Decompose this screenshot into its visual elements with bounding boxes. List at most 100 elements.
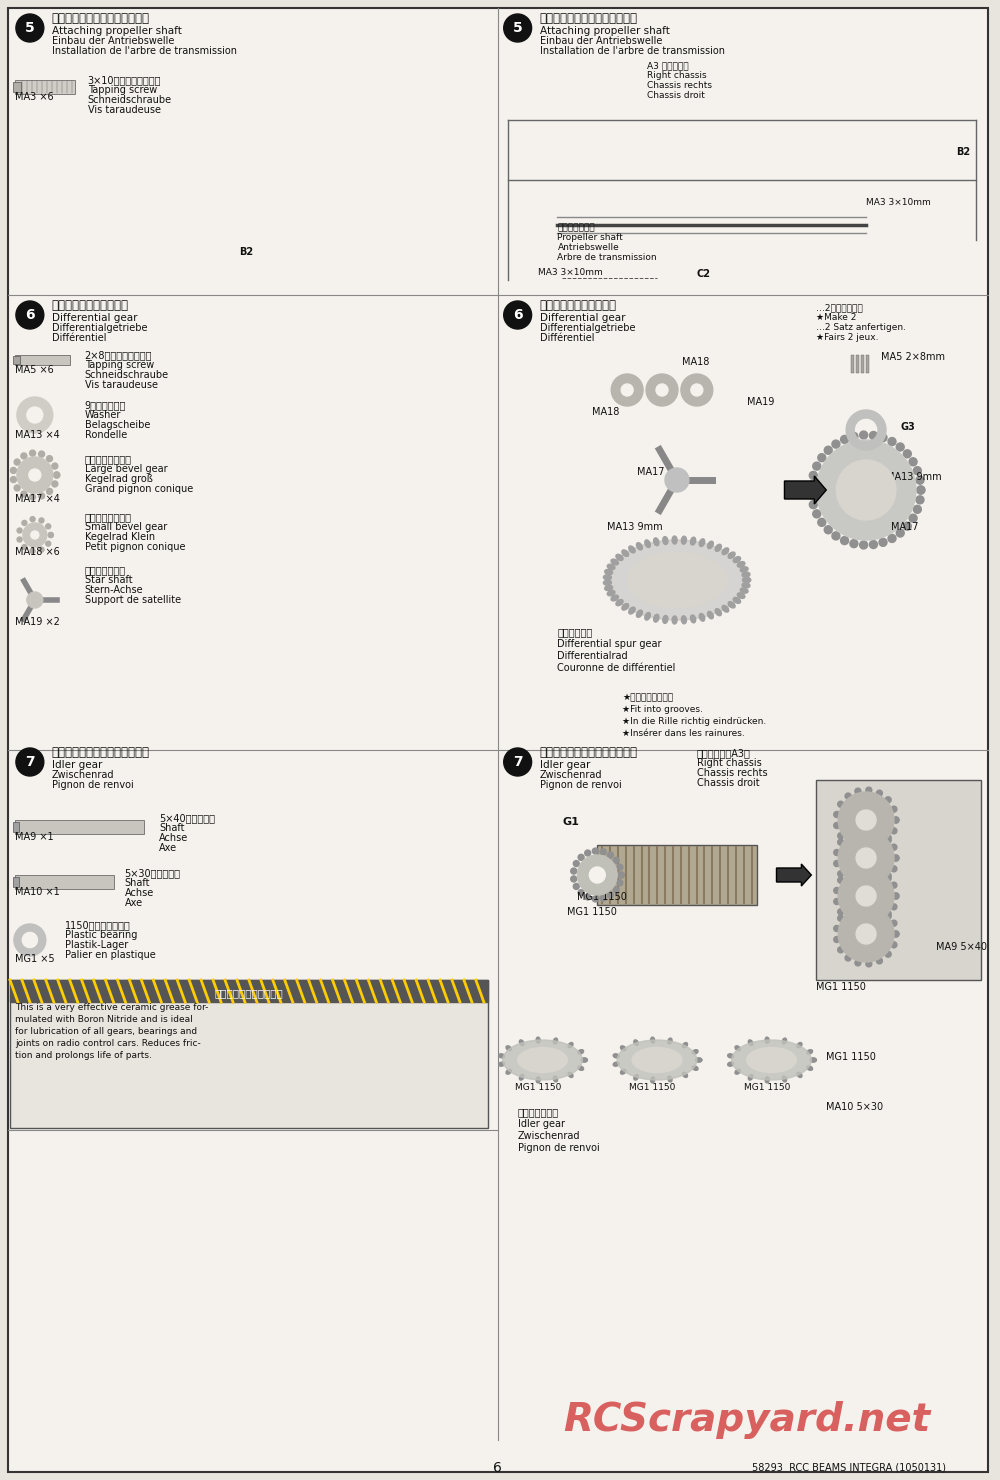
Text: ★Insérer dans les rainures.: ★Insérer dans les rainures.	[622, 730, 745, 739]
Text: 5×40㎜シャフト: 5×40㎜シャフト	[159, 813, 215, 823]
Text: Right chassis: Right chassis	[697, 758, 762, 768]
Text: Attaching propeller shaft: Attaching propeller shaft	[52, 27, 182, 36]
Circle shape	[16, 747, 44, 776]
Ellipse shape	[629, 607, 635, 614]
Circle shape	[809, 471, 817, 480]
Text: Differential gear: Differential gear	[52, 312, 137, 323]
Circle shape	[617, 864, 623, 870]
Circle shape	[850, 540, 858, 548]
Circle shape	[808, 491, 816, 499]
Ellipse shape	[578, 1066, 584, 1070]
Text: Différentiel: Différentiel	[540, 333, 594, 343]
FancyBboxPatch shape	[13, 821, 19, 832]
Text: Washer: Washer	[85, 410, 121, 420]
Circle shape	[834, 860, 840, 866]
Circle shape	[29, 469, 41, 481]
Circle shape	[838, 915, 844, 921]
Circle shape	[885, 873, 891, 879]
Ellipse shape	[683, 1042, 687, 1048]
Text: Stern-Achse: Stern-Achse	[85, 585, 143, 595]
FancyBboxPatch shape	[851, 355, 854, 373]
Ellipse shape	[663, 616, 668, 623]
Text: Couronne de différentiel: Couronne de différentiel	[557, 663, 676, 673]
Circle shape	[885, 796, 891, 802]
Text: Differentialgetriebe: Differentialgetriebe	[52, 323, 147, 333]
Circle shape	[816, 440, 916, 540]
Circle shape	[504, 300, 532, 329]
Circle shape	[891, 882, 897, 888]
Circle shape	[845, 793, 851, 799]
Ellipse shape	[616, 555, 623, 561]
Circle shape	[832, 440, 840, 448]
Circle shape	[600, 895, 606, 901]
Circle shape	[891, 844, 897, 850]
Text: Pignon de renvoi: Pignon de renvoi	[518, 1143, 599, 1153]
Ellipse shape	[605, 586, 613, 591]
Ellipse shape	[621, 1046, 626, 1051]
Circle shape	[885, 835, 891, 841]
Circle shape	[621, 383, 633, 397]
Circle shape	[845, 869, 851, 875]
Text: Shaft: Shaft	[159, 823, 185, 833]
Circle shape	[885, 875, 891, 881]
Circle shape	[860, 542, 868, 549]
Ellipse shape	[735, 1070, 740, 1074]
Ellipse shape	[748, 1074, 753, 1080]
Ellipse shape	[503, 1040, 582, 1080]
Circle shape	[913, 505, 921, 514]
Circle shape	[838, 830, 894, 887]
Ellipse shape	[737, 561, 745, 567]
Ellipse shape	[692, 1049, 698, 1054]
Text: A3 シャーシ右: A3 シャーシ右	[647, 61, 689, 70]
Text: Chassis droit: Chassis droit	[697, 778, 759, 787]
Text: tion and prolongs life of parts.: tion and prolongs life of parts.	[15, 1051, 152, 1060]
Text: Large bevel gear: Large bevel gear	[85, 465, 167, 474]
Circle shape	[855, 961, 861, 966]
Circle shape	[909, 457, 917, 466]
Text: MG1 1150: MG1 1150	[744, 1083, 790, 1092]
Circle shape	[850, 432, 858, 441]
Text: ＜デフギヤのくみたて＞: ＜デフギヤのくみたて＞	[52, 299, 129, 312]
Ellipse shape	[691, 616, 696, 623]
Text: Einbau der Antriebswelle: Einbau der Antriebswelle	[540, 36, 662, 46]
Circle shape	[855, 922, 861, 928]
Ellipse shape	[499, 1063, 505, 1066]
Circle shape	[48, 533, 53, 537]
Circle shape	[14, 485, 20, 491]
Text: 5×30㎜シャフト: 5×30㎜シャフト	[124, 867, 180, 878]
FancyBboxPatch shape	[597, 845, 757, 904]
Circle shape	[885, 910, 891, 916]
FancyBboxPatch shape	[856, 355, 859, 373]
Text: MA13 9mm: MA13 9mm	[607, 522, 663, 531]
Text: ★ミゾに入れます。: ★ミゾに入れます。	[622, 693, 673, 702]
Text: Achse: Achse	[124, 888, 154, 898]
Text: Attaching propeller shaft: Attaching propeller shaft	[540, 27, 669, 36]
Text: Zwischenrad: Zwischenrad	[540, 770, 602, 780]
Ellipse shape	[506, 1046, 511, 1051]
Text: Propeller shaft: Propeller shaft	[557, 232, 623, 243]
Text: C2: C2	[697, 269, 711, 280]
Ellipse shape	[692, 1066, 698, 1070]
Ellipse shape	[634, 1074, 638, 1080]
Ellipse shape	[810, 1058, 816, 1063]
Ellipse shape	[645, 613, 650, 620]
Circle shape	[613, 887, 619, 892]
Ellipse shape	[722, 605, 729, 613]
Circle shape	[571, 869, 577, 875]
Circle shape	[14, 459, 20, 465]
Circle shape	[860, 431, 868, 440]
Ellipse shape	[581, 1058, 587, 1063]
Text: Kegelrad Klein: Kegelrad Klein	[85, 531, 155, 542]
Ellipse shape	[742, 573, 750, 577]
Circle shape	[691, 383, 703, 397]
Text: MA3 ×6: MA3 ×6	[15, 92, 54, 102]
Ellipse shape	[807, 1066, 813, 1070]
Circle shape	[893, 817, 899, 823]
Text: ★Make 2: ★Make 2	[816, 312, 857, 323]
Circle shape	[891, 807, 897, 813]
Circle shape	[48, 533, 53, 537]
Text: Idler gear: Idler gear	[52, 761, 102, 770]
Circle shape	[866, 885, 872, 891]
Ellipse shape	[740, 588, 748, 593]
Circle shape	[838, 833, 844, 839]
